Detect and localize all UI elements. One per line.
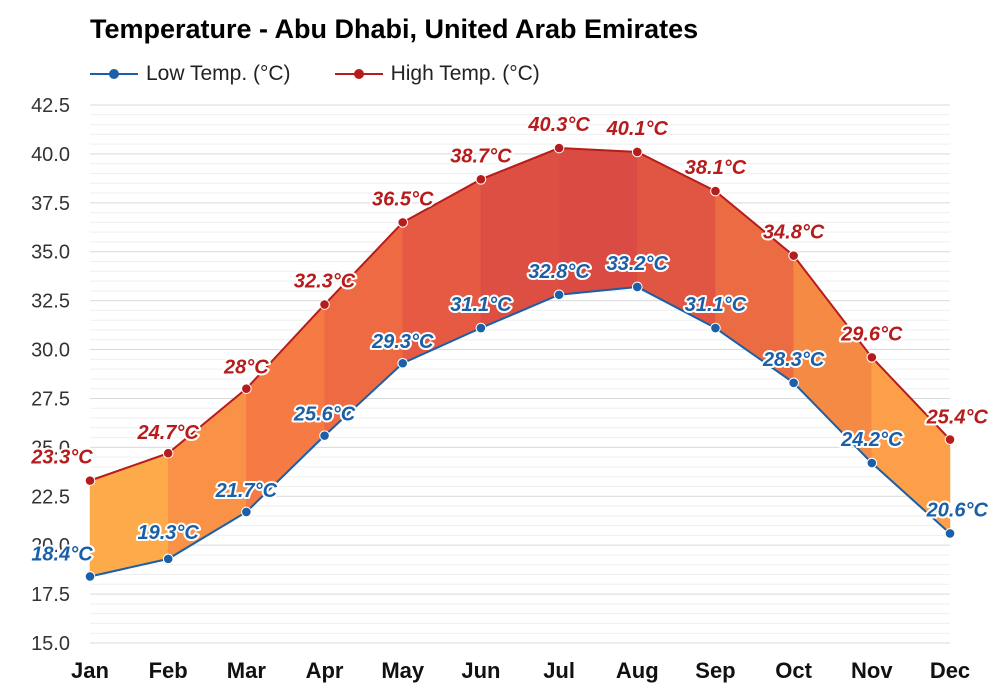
low-temp-label-feb: 19.3°C [137,522,199,544]
high-temp-point-may[interactable] [397,217,409,228]
low-temp-point-jan[interactable] [84,571,96,582]
low-temp-label-sep: 31.1°C [685,294,747,316]
high-temp-point-jul[interactable] [553,142,565,154]
low-temp-label-oct: 28.3°C [762,349,825,371]
x-tick-apr: Apr [306,658,344,683]
x-tick-jul: Jul [543,658,575,683]
x-tick-may: May [381,658,425,683]
high-temp-point-jun[interactable] [475,174,487,185]
high-temp-label-jan: 23.3°C [30,447,93,469]
y-tick-label: 32.5 [31,291,70,313]
low-temp-label-aug: 33.2°C [607,253,669,275]
y-tick-label: 30.0 [31,340,70,362]
y-tick-label: 15.0 [31,633,70,655]
low-temp-label-jan: 18.4°C [31,543,93,565]
legend-item-low[interactable]: Low Temp. (°C) [90,62,291,86]
high-temp-point-nov[interactable] [866,352,878,363]
high-temp-label-aug: 40.1°C [606,118,669,140]
x-tick-aug: Aug [616,658,659,683]
high-temp-label-nov: 29.6°C [840,323,903,345]
legend-item-high[interactable]: High Temp. (°C) [334,62,540,86]
range-band-jan [89,452,169,577]
low-temp-point-sep[interactable] [710,322,721,334]
high-temp-point-mar[interactable] [241,383,252,394]
low-temp-point-dec[interactable] [944,528,956,539]
legend-label-low: Low Temp. (°C) [146,62,291,85]
low-temp-label-may: 29.3°C [371,331,434,353]
high-temp-point-feb[interactable] [162,447,174,459]
y-tick-label: 25.0 [31,437,70,459]
high-temp-label-mar: 28°C [223,357,269,379]
y-tick-label: 37.5 [31,193,70,215]
x-tick-jun: Jun [461,658,500,683]
high-temp-line [89,147,951,482]
high-temp-point-apr[interactable] [319,299,330,310]
legend-swatch-low [90,64,138,84]
high-temp-label-may: 36.5°C [372,188,434,210]
x-tick-feb: Feb [149,658,188,683]
y-tick-label: 22.5 [31,486,70,508]
low-temp-point-jul[interactable] [553,289,565,301]
y-tick-label: 42.5 [31,95,70,117]
legend: Low Temp. (°C) High Temp. (°C) [90,62,584,86]
high-temp-label-oct: 34.8°C [763,222,825,244]
low-temp-point-feb[interactable] [162,553,174,565]
low-temp-label-nov: 24.2°C [840,429,903,451]
high-temp-label-jun: 38.7°C [450,145,512,167]
low-temp-point-apr[interactable] [319,430,330,441]
high-temp-point-jan[interactable] [84,475,96,486]
x-tick-mar: Mar [227,658,267,683]
legend-label-high: High Temp. (°C) [390,62,540,85]
x-tick-sep: Sep [695,658,735,683]
high-temp-point-aug[interactable] [631,146,643,158]
y-tick-label: 35.0 [31,242,70,264]
high-temp-point-dec[interactable] [944,434,956,445]
low-temp-label-apr: 25.6°C [293,404,356,426]
x-tick-oct: Oct [775,658,812,683]
low-temp-point-oct[interactable] [788,377,799,389]
x-tick-nov: Nov [851,658,893,683]
legend-swatch-high [334,64,383,84]
low-temp-label-mar: 21.7°C [215,480,278,502]
low-temp-point-nov[interactable] [866,457,878,469]
low-temp-point-jun[interactable] [475,322,487,334]
high-temp-label-sep: 38.1°C [685,157,747,179]
high-temp-label-dec: 25.4°C [926,407,989,429]
high-temp-point-sep[interactable] [710,185,721,197]
high-temp-label-jul: 40.3°C [527,114,590,136]
y-tick-label: 40.0 [31,144,70,166]
low-temp-label-jul: 32.8°C [528,261,590,283]
chart-title: Temperature - Abu Dhabi, United Arab Emi… [90,14,699,44]
low-temp-point-mar[interactable] [241,506,252,518]
low-temp-point-may[interactable] [397,357,409,369]
x-tick-dec: Dec [930,658,970,683]
low-temp-label-jun: 31.1°C [450,294,512,316]
low-temp-line [89,285,951,578]
y-tick-label: 27.5 [31,388,70,410]
y-tick-label: 20.0 [31,535,70,557]
low-temp-label-dec: 20.6°C [926,499,989,521]
high-temp-label-apr: 32.3°C [294,271,356,293]
y-tick-label: 17.5 [31,584,70,606]
low-temp-point-aug[interactable] [631,281,643,293]
high-temp-point-oct[interactable] [788,250,799,261]
x-tick-jan: Jan [71,658,109,683]
high-temp-label-feb: 24.7°C [136,422,199,444]
